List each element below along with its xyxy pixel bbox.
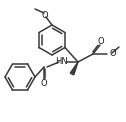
Text: O: O (41, 80, 47, 88)
Text: O: O (98, 36, 104, 46)
Polygon shape (70, 62, 78, 75)
Text: O: O (110, 50, 117, 59)
Text: HN: HN (56, 56, 68, 66)
Text: O: O (42, 10, 48, 20)
